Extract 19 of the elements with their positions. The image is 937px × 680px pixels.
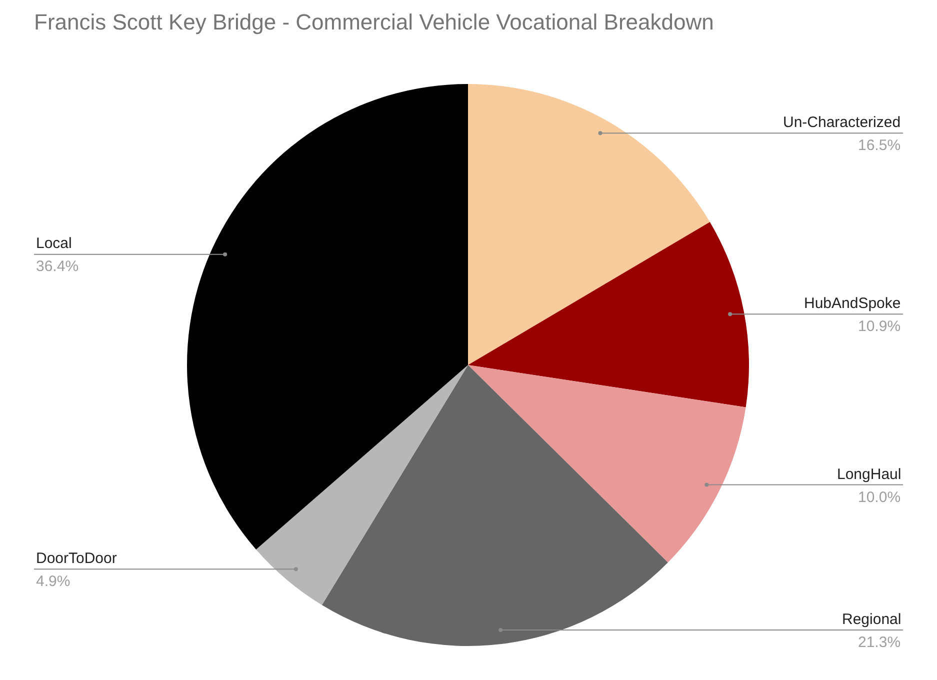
data-label: 10.9%: [858, 318, 901, 335]
pie-slice: [468, 84, 710, 365]
slice-label: HubAndSpoke: [804, 295, 901, 312]
chart-title: Francis Scott Key Bridge - Commercial Vehicle Vocational Breakdown: [34, 10, 714, 35]
slice-label: Un-Characterized: [783, 114, 901, 131]
data-label: 36.4%: [36, 258, 79, 275]
pie-slice: [322, 365, 668, 646]
slice-label: DoorToDoor: [36, 550, 117, 567]
pie-slice: [256, 365, 468, 606]
slice-label: Local: [36, 235, 72, 252]
data-label: 21.3%: [858, 634, 901, 651]
data-label: 4.9%: [36, 573, 70, 590]
slice-label: Regional: [842, 611, 902, 628]
pie-slice: [187, 84, 468, 550]
pie-slice: [468, 365, 746, 562]
data-label: 10.0%: [858, 489, 901, 506]
pie-slice: [468, 222, 749, 408]
slice-label: LongHaul: [837, 466, 902, 483]
data-label: 16.5%: [858, 137, 901, 154]
